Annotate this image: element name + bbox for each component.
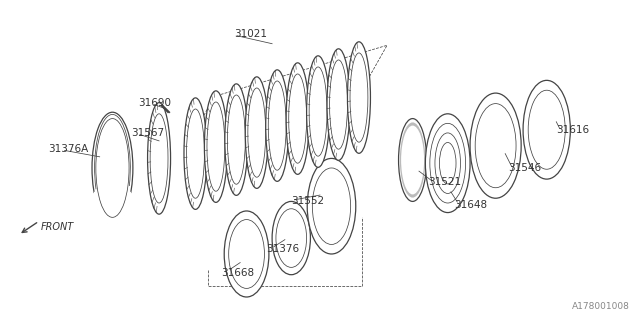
Ellipse shape <box>348 42 371 153</box>
Ellipse shape <box>400 123 426 197</box>
Ellipse shape <box>327 49 350 160</box>
Ellipse shape <box>286 63 309 174</box>
Ellipse shape <box>224 211 269 297</box>
Text: 31648: 31648 <box>454 200 487 210</box>
Ellipse shape <box>225 84 248 196</box>
Text: 31567: 31567 <box>132 128 164 138</box>
Text: A178001008: A178001008 <box>572 302 630 311</box>
Ellipse shape <box>307 158 356 254</box>
Text: FRONT: FRONT <box>40 222 74 232</box>
Ellipse shape <box>470 93 521 198</box>
Text: 31668: 31668 <box>221 268 254 278</box>
Ellipse shape <box>401 125 424 195</box>
Ellipse shape <box>204 91 227 202</box>
Text: 31021: 31021 <box>234 29 267 39</box>
Ellipse shape <box>426 114 470 212</box>
Text: 31690: 31690 <box>138 98 171 108</box>
Ellipse shape <box>266 70 289 181</box>
Text: 31376: 31376 <box>266 244 299 254</box>
Ellipse shape <box>245 77 268 188</box>
Ellipse shape <box>523 80 570 179</box>
Ellipse shape <box>272 201 310 275</box>
Ellipse shape <box>148 103 171 214</box>
Ellipse shape <box>399 119 427 201</box>
Ellipse shape <box>92 112 133 224</box>
Text: 31546: 31546 <box>508 163 541 173</box>
Ellipse shape <box>184 98 207 209</box>
Ellipse shape <box>307 56 330 167</box>
Text: 31376A: 31376A <box>49 144 89 154</box>
Text: 31616: 31616 <box>556 125 589 135</box>
Text: 31521: 31521 <box>429 177 461 187</box>
Text: 31552: 31552 <box>291 196 324 206</box>
